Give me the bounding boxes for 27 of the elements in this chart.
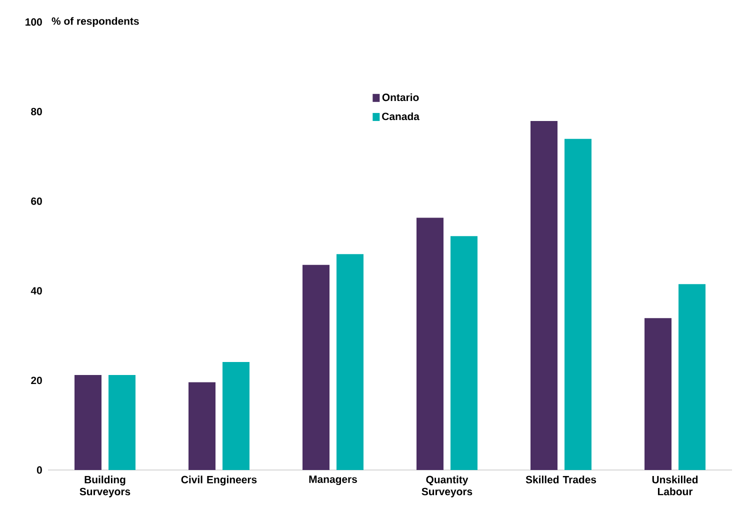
- y-tick-label: 80: [31, 108, 42, 116]
- x-tick-label: Skilled Trades: [526, 476, 596, 484]
- x-tick-label: Unskilled Labour: [652, 476, 698, 496]
- bar: [74, 375, 102, 470]
- bar: [678, 284, 706, 470]
- bar: [450, 236, 478, 470]
- bar: [644, 318, 672, 470]
- y-tick-label: 0: [36, 466, 42, 474]
- bar: [222, 362, 250, 470]
- x-tick-label: Quantity Surveyors: [422, 476, 472, 498]
- y-axis-title: % of respondents: [52, 17, 139, 27]
- x-tick-label: Civil Engineers: [181, 476, 257, 486]
- y-tick-label: 100: [26, 18, 42, 26]
- x-tick-label: Building Surveyors: [80, 476, 130, 498]
- y-tick-label: 60: [31, 198, 42, 205]
- y-tick-label: 20: [31, 376, 42, 384]
- bar: [564, 138, 592, 470]
- legend-label: Ontario: [382, 93, 419, 102]
- bar: [188, 382, 216, 470]
- bar: [530, 121, 558, 470]
- y-tick-label: 40: [30, 287, 42, 295]
- bar: [108, 375, 136, 470]
- bar: [336, 254, 364, 470]
- x-tick-label: Managers: [309, 476, 357, 486]
- legend-label: Canada: [382, 112, 420, 120]
- bar: [302, 264, 330, 470]
- bar: [416, 218, 444, 470]
